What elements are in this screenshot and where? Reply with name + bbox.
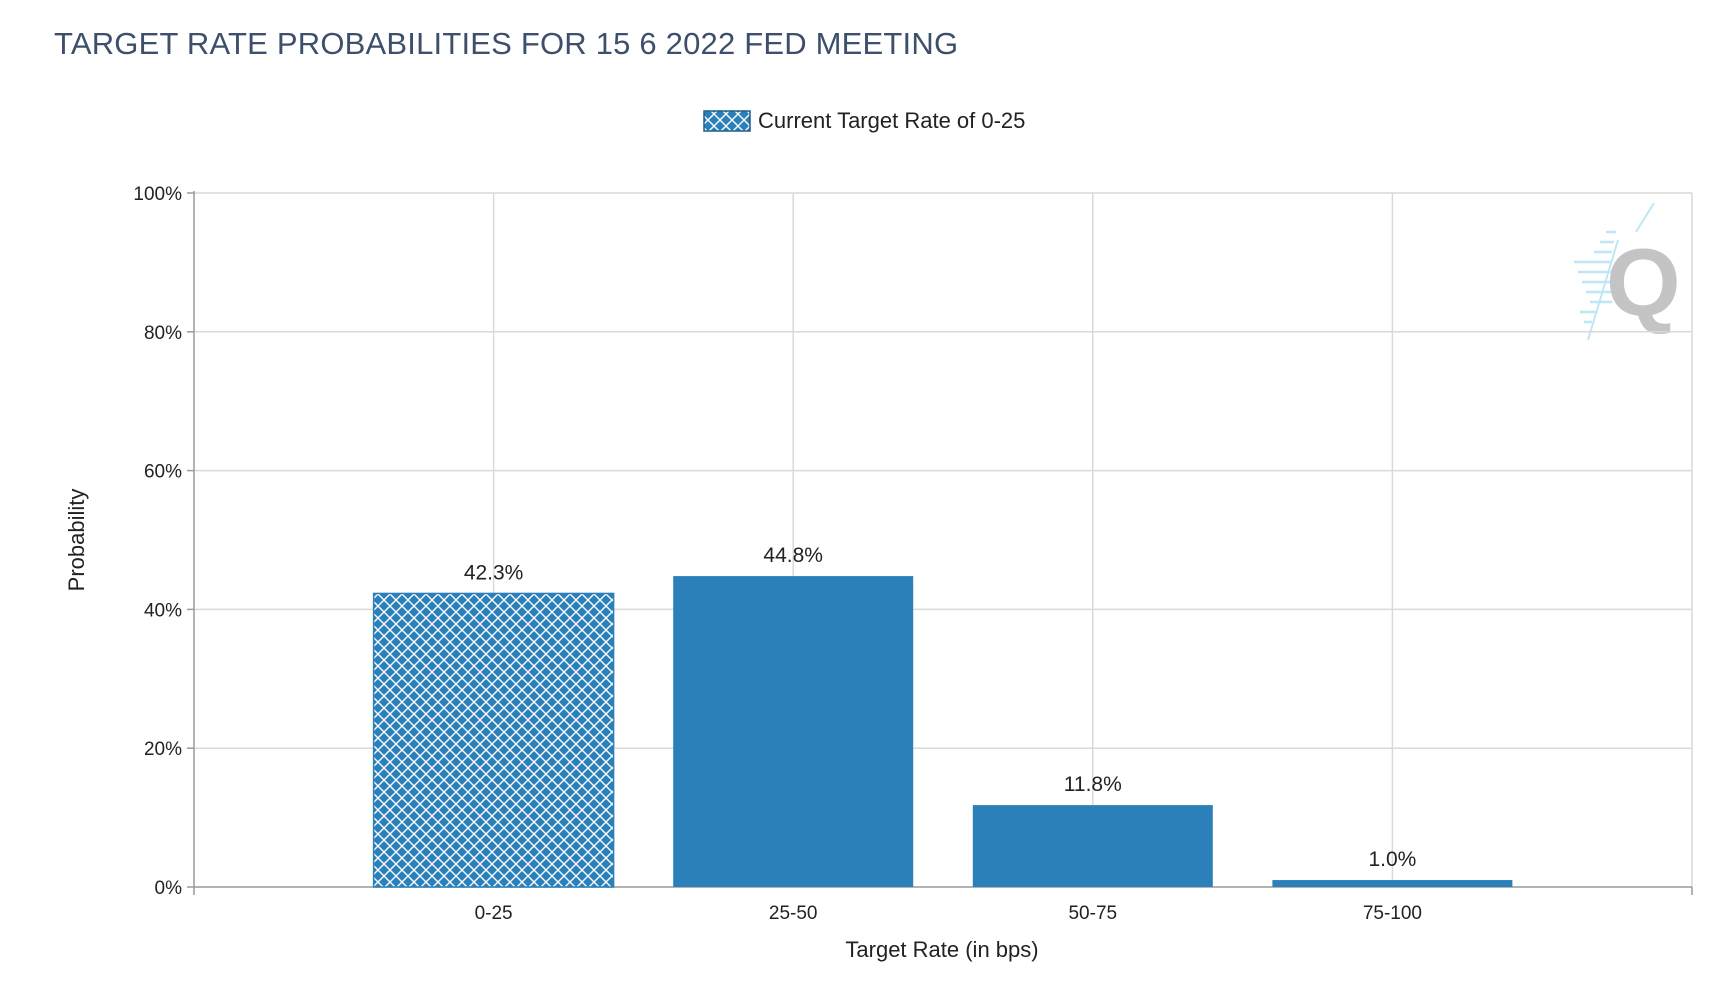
x-tick-label: 75-100 <box>1363 903 1422 924</box>
y-tick-label: 40% <box>144 600 182 621</box>
x-axis-title: Target Rate (in bps) <box>845 937 1038 962</box>
chart-title: TARGET RATE PROBABILITIES FOR 15 6 2022 … <box>54 26 959 61</box>
bar-0-25 <box>372 592 615 888</box>
watermark-q: Q <box>1606 229 1681 336</box>
y-tick-label: 80% <box>144 323 182 344</box>
legend-label: Current Target Rate of 0-25 <box>758 108 1025 133</box>
bar-75-100 <box>1272 880 1513 887</box>
legend-swatch <box>703 110 751 132</box>
value-label: 44.8% <box>763 544 823 567</box>
bar-50-75 <box>972 805 1213 887</box>
x-tick-label: 0-25 <box>475 903 513 924</box>
y-axis-title: Probability <box>64 489 89 592</box>
x-tick-label: 25-50 <box>769 903 818 924</box>
quikstrike-logo: Q <box>1574 202 1681 341</box>
value-label: 1.0% <box>1368 848 1416 871</box>
value-label: 11.8% <box>1064 773 1122 796</box>
y-tick-label: 60% <box>144 462 182 483</box>
legend: Current Target Rate of 0-25 <box>703 108 1025 133</box>
x-tick-label: 50-75 <box>1068 903 1117 924</box>
bar-25-50 <box>673 576 914 887</box>
y-tick-label: 20% <box>144 739 182 760</box>
value-label: 42.3% <box>464 561 524 584</box>
y-tick-label: 100% <box>133 184 182 205</box>
bars: 42.3% 44.8% 11.8% 1.0% <box>372 544 1513 888</box>
y-tick-label: 0% <box>155 878 183 899</box>
